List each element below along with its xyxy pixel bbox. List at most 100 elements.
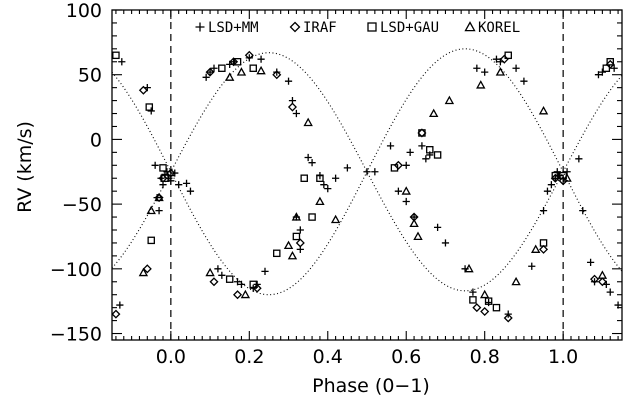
plus-data-point bbox=[579, 206, 587, 215]
x-tick-label: 0.0 bbox=[156, 346, 186, 368]
legend: LSD+MM IRAF LSD+GAU KOREL bbox=[195, 20, 520, 36]
plus-data-point bbox=[147, 107, 155, 115]
triangle-data-point bbox=[479, 289, 490, 299]
triangle-data-point bbox=[154, 192, 164, 202]
triangle-data-point bbox=[413, 231, 423, 241]
square-data-point bbox=[390, 164, 399, 172]
square-data-point bbox=[292, 232, 301, 241]
triangle-data-point bbox=[287, 250, 298, 260]
plus-data-point bbox=[547, 181, 555, 189]
triangle-data-point bbox=[240, 289, 251, 299]
plus-data-point bbox=[386, 142, 395, 150]
square-data-point bbox=[418, 129, 426, 137]
triangle-data-point bbox=[146, 205, 156, 215]
triangle-data-point bbox=[315, 196, 325, 206]
diamond-data-point bbox=[480, 307, 490, 317]
plus-data-point bbox=[434, 223, 442, 232]
plus-data-point bbox=[553, 168, 561, 176]
plus-data-point bbox=[233, 278, 242, 286]
square-data-point bbox=[161, 174, 169, 182]
plus-data-point bbox=[406, 148, 414, 156]
y-tick-label: 0 bbox=[90, 129, 102, 151]
x-tick-label: 0.6 bbox=[391, 346, 421, 368]
plus-data-point bbox=[371, 168, 379, 176]
square-data-point bbox=[218, 64, 226, 72]
triangle-data-point bbox=[330, 214, 341, 224]
legend-diamond-symbol bbox=[289, 21, 301, 33]
plus-data-point bbox=[182, 179, 191, 188]
legend-label: IRAF bbox=[303, 20, 337, 36]
plus-data-point bbox=[441, 239, 450, 247]
diamond-data-point bbox=[605, 59, 615, 69]
plus-data-point bbox=[363, 168, 371, 176]
diamond-data-point bbox=[590, 274, 600, 284]
legend-label: LSD+GAU bbox=[380, 20, 439, 36]
x-tick-label: 0.8 bbox=[470, 346, 500, 368]
plus-data-point bbox=[155, 206, 163, 215]
square-data-point bbox=[233, 58, 242, 66]
plus-data-point bbox=[539, 206, 548, 215]
y-axis-title: RV (km/s) bbox=[14, 121, 36, 213]
plus-data-point bbox=[116, 301, 124, 309]
diamond-data-point bbox=[166, 168, 176, 178]
square-data-point bbox=[249, 280, 257, 289]
square-data-point bbox=[273, 249, 281, 258]
y-tick-label: −50 bbox=[62, 194, 102, 216]
diamond-data-point bbox=[558, 176, 568, 186]
plus-data-point bbox=[118, 58, 126, 66]
plus-data-point bbox=[343, 164, 351, 172]
legend-plus-symbol bbox=[195, 22, 205, 32]
triangle-data-point bbox=[444, 95, 455, 105]
diamond-data-point bbox=[138, 85, 148, 95]
diamond-data-point bbox=[229, 57, 239, 67]
triangle-data-point bbox=[283, 240, 294, 250]
plus-data-point bbox=[210, 64, 218, 72]
square-data-point bbox=[145, 103, 154, 111]
square-data-point bbox=[602, 64, 611, 72]
y-tick-label: −100 bbox=[50, 259, 102, 281]
y-tick-label: 50 bbox=[78, 65, 102, 87]
plus-data-point bbox=[402, 197, 410, 206]
plus-data-point bbox=[598, 68, 606, 76]
diamond-data-point bbox=[472, 303, 482, 313]
legend-label: LSD+MM bbox=[208, 20, 259, 36]
diamond-data-point bbox=[112, 309, 121, 319]
triangle-data-point bbox=[409, 218, 419, 228]
diamond-data-point bbox=[597, 277, 607, 287]
square-data-point bbox=[492, 303, 501, 312]
plus-data-point bbox=[214, 265, 222, 273]
plus-data-point bbox=[304, 153, 312, 162]
plus-data-point bbox=[206, 68, 214, 76]
diamond-data-point bbox=[154, 193, 164, 203]
plus-data-point bbox=[469, 288, 477, 296]
triangle-data-point bbox=[538, 106, 549, 115]
plus-data-point bbox=[594, 71, 603, 79]
square-data-point bbox=[225, 275, 234, 283]
plus-data-point bbox=[575, 155, 583, 163]
x-tick-label: 1.0 bbox=[548, 346, 578, 368]
diamond-data-point bbox=[539, 244, 549, 254]
plus-data-point bbox=[292, 109, 300, 118]
square-data-point bbox=[112, 51, 120, 60]
plus-data-point bbox=[273, 68, 281, 76]
x-axis-title: Phase (0−1) bbox=[312, 375, 430, 397]
plus-series bbox=[116, 54, 622, 318]
diamond-data-point bbox=[272, 70, 282, 80]
triangle-data-point bbox=[511, 276, 521, 286]
triangle-data-point bbox=[464, 263, 474, 273]
legend-label: KOREL bbox=[478, 20, 520, 36]
plus-data-point bbox=[543, 187, 552, 195]
triangle-data-point bbox=[303, 117, 313, 127]
plus-data-point bbox=[257, 55, 265, 63]
triangle-data-point bbox=[428, 108, 439, 118]
plus-data-point bbox=[606, 288, 614, 296]
triangle-data-point bbox=[562, 173, 572, 182]
x-tick-label: 0.4 bbox=[313, 346, 343, 368]
legend-item-square: LSD+GAU bbox=[367, 20, 439, 36]
plus-data-point bbox=[418, 142, 426, 150]
triangle-data-point bbox=[236, 67, 247, 76]
triangle-data-point bbox=[256, 65, 266, 75]
plus-data-point bbox=[151, 161, 159, 169]
plus-data-point bbox=[590, 278, 599, 286]
diamond-data-point bbox=[205, 67, 215, 77]
